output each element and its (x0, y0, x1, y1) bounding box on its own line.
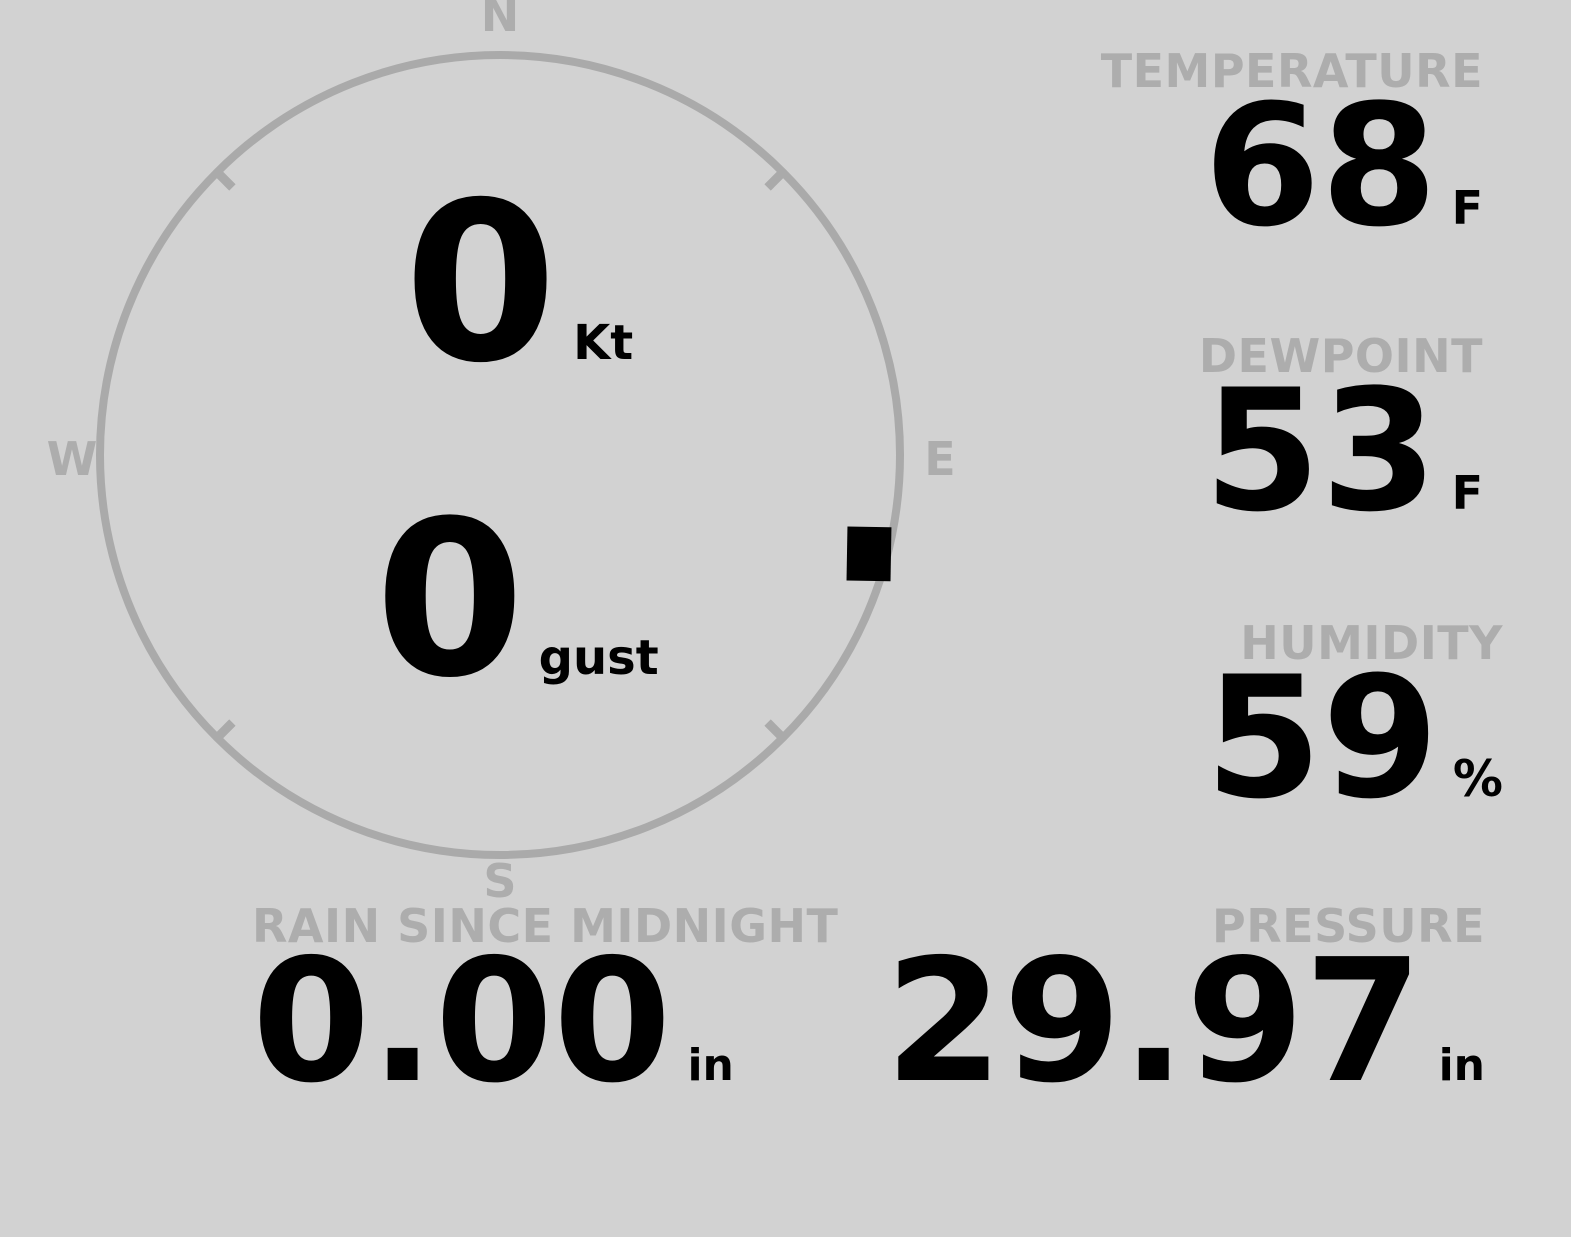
metric-temperature-value: 68 (1203, 68, 1438, 264)
metric-humidity-unit: % (1452, 750, 1503, 808)
compass-tick-nw (215, 170, 236, 191)
wind-speed-unit: Kt (573, 315, 634, 371)
compass-tick-marks (215, 170, 785, 740)
compass-label-north: N (480, 0, 520, 42)
metric-rain-value: 0.00 (252, 923, 672, 1121)
metric-dewpoint-value: 53 (1203, 353, 1438, 549)
compass-tick-sw (215, 719, 236, 740)
wind-compass-gauge: N E S W 0 Kt 0 gust (0, 0, 1000, 920)
metric-rain-value-row: 0.00 in (252, 923, 838, 1121)
metric-temperature: TEMPERATURE 68 F (1100, 44, 1483, 264)
wind-speed-value: 0 (404, 155, 558, 411)
wind-gust-readout: 0 gust (375, 474, 659, 725)
metric-pressure-value: 29.97 (884, 923, 1423, 1121)
compass-label-south: S (483, 854, 517, 908)
wind-direction-marker-shape (846, 526, 892, 582)
metric-rain-unit: in (687, 1040, 734, 1091)
compass-label-east: E (924, 432, 956, 486)
metric-rain-label: RAIN SINCE MIDNIGHT (252, 899, 839, 953)
wind-gust-unit: gust (538, 630, 659, 686)
metric-pressure-label: PRESSURE (1212, 899, 1485, 953)
compass-tick-ne (764, 170, 785, 191)
wind-speed-readout: 0 Kt (404, 155, 634, 411)
metric-dewpoint-unit: F (1451, 466, 1483, 520)
compass-ring (96, 51, 904, 859)
metric-dewpoint: DEWPOINT 53 F (1198, 329, 1483, 549)
wind-gust-value: 0 (375, 474, 525, 725)
metric-humidity-label: HUMIDITY (1240, 616, 1503, 670)
metric-pressure: PRESSURE 29.97 in (884, 899, 1485, 1121)
compass-label-west: W (46, 432, 98, 486)
metric-temperature-label: TEMPERATURE (1100, 44, 1483, 98)
compass-tick-se (764, 719, 785, 740)
metric-dewpoint-value-row: 53 F (1199, 353, 1483, 549)
metric-humidity: HUMIDITY 59 % (1205, 616, 1503, 836)
metric-temperature-unit: F (1451, 181, 1483, 235)
wind-direction-marker (846, 526, 892, 582)
metric-temperature-value-row: 68 F (1101, 68, 1483, 264)
metric-rain-since-midnight: RAIN SINCE MIDNIGHT 0.00 in (252, 899, 839, 1121)
metric-pressure-unit: in (1438, 1040, 1485, 1091)
metric-humidity-value-row: 59 % (1205, 640, 1503, 836)
metric-humidity-value: 59 (1205, 640, 1439, 836)
metric-dewpoint-label: DEWPOINT (1198, 329, 1483, 383)
metric-pressure-value-row: 29.97 in (884, 923, 1485, 1121)
compass-dial-svg (96, 51, 904, 859)
